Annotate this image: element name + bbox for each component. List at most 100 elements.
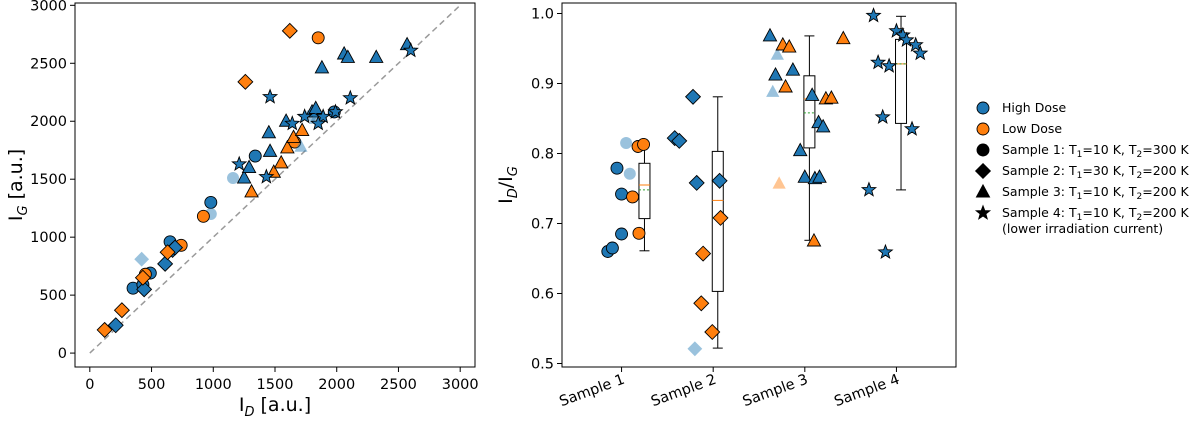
scatter-point-triangle-high [262, 143, 278, 157]
ratio-point-diamond-high [711, 172, 728, 189]
ratio-point-diamond-high [671, 132, 688, 149]
scatter-point-diamond-low [134, 269, 151, 286]
x-tick-label: 3000 [442, 377, 479, 393]
scatter-point-diamond-high [157, 255, 174, 272]
legend-marker-high-dose [976, 101, 990, 115]
scatter-point-star-high [284, 115, 301, 131]
scatter-point-triangle-high [314, 59, 330, 74]
ratio-y-tick-label: 0.8 [531, 147, 554, 163]
y-tick-label: 2500 [30, 56, 67, 72]
ratio-point-triangle-low [778, 78, 793, 93]
ratio-point-triangle-high [768, 66, 783, 81]
category-label-3: Sample 3 [741, 372, 811, 410]
legend-marker-sample-4 [974, 204, 992, 220]
scatter-point-star-high [402, 42, 419, 58]
ratio-point-triangle-high [797, 169, 813, 183]
ratio-point-circle-high [615, 227, 629, 241]
legend-sample-4-note: (lower irradiation current) [1002, 221, 1163, 236]
ratio-point-circle-high [605, 241, 619, 255]
scatter-point-star-high [296, 108, 313, 124]
scatter-point-diamond-high [136, 281, 153, 298]
scatter-x-axis-label: ID [a.u.] [239, 394, 311, 420]
ratio-point-diamond-high [684, 88, 702, 105]
y-tick-label: 1500 [30, 172, 67, 188]
ratio-point-circle-high [623, 167, 636, 180]
ratio-point-star-high [860, 181, 878, 197]
box-body [803, 75, 816, 149]
ratio-point-triangle-high [766, 84, 780, 97]
ratio-y-tick-label: 0.6 [531, 287, 554, 303]
scatter-point-circle-high [248, 149, 262, 163]
scatter-point-diamond-high [107, 317, 124, 334]
ratio-point-star-high [888, 22, 905, 38]
x-tick-label: 2000 [318, 377, 355, 393]
y-tick-label: 500 [39, 288, 67, 304]
ratio-point-star-high [877, 243, 894, 260]
box-body [638, 162, 651, 220]
ratio-point-diamond-low [693, 295, 710, 312]
legend: High Dose Low Dose Sample 1: T1=10 K, T2… [974, 100, 1190, 236]
legend-marker-sample-2 [974, 162, 992, 180]
x-tick-label: 2500 [380, 377, 417, 393]
scatter-point-diamond-low [159, 244, 176, 261]
ratio-y-tick-label: 0.7 [531, 217, 554, 233]
scatter-point-triangle-high [294, 139, 308, 152]
ratio-point-triangle-high [812, 169, 827, 183]
ratio-point-triangle-low [781, 38, 797, 53]
scatter-point-triangle-high [261, 124, 277, 139]
scatter-point-diamond-low [237, 73, 254, 90]
scatter-point-star-high [315, 108, 332, 124]
identity-line [89, 4, 461, 354]
scatter-point-diamond-low [96, 321, 113, 338]
scatter-point-circle-low [196, 209, 210, 223]
legend-marker-low-dose [976, 122, 990, 136]
ratio-point-star-high [898, 31, 915, 47]
y-tick-label: 2000 [30, 114, 67, 130]
ratio-y-tick-label: 1.0 [531, 7, 554, 23]
ratio-point-triangle-high [804, 87, 820, 101]
ratio-point-circle-low [637, 137, 650, 151]
scatter-point-triangle-high [236, 169, 252, 184]
y-tick-label: 1000 [30, 230, 67, 246]
ratio-panel: 0.5 0.6 0.7 0.8 0.9 1.0 Sample 1 Sample 2 Sample… [495, 2, 957, 410]
ratio-y-tick-label: 0.9 [531, 77, 554, 93]
ratio-point-circle-high [620, 137, 633, 149]
scatter-point-star-high [261, 88, 279, 104]
ratio-point-circle-high [615, 187, 629, 201]
x-tick-label: 1000 [195, 377, 232, 393]
scatter-point-triangle-high [340, 49, 356, 63]
legend-marker-sample-3 [975, 183, 991, 198]
scatter-point-triangle-high [241, 159, 257, 174]
scatter-point-triangle-low [279, 139, 295, 154]
scatter-point-star-high [327, 103, 344, 119]
scatter-point-diamond-high [166, 239, 184, 256]
x-tick-label: 0 [85, 377, 94, 393]
ratio-point-triangle-high [815, 118, 831, 133]
ratio-point-circle-low [632, 226, 646, 240]
ratio-point-star-high [912, 44, 929, 61]
scatter-point-star-high [231, 155, 248, 172]
legend-high-dose: High Dose [1002, 100, 1066, 115]
ratio-point-triangle-high [785, 62, 801, 76]
ratio-y-tick-label: 0.5 [531, 357, 554, 373]
ratio-point-diamond-high [688, 174, 705, 191]
scatter-point-triangle-high [368, 49, 384, 63]
ratio-point-diamond-low [695, 245, 712, 262]
scatter-point-triangle-high [308, 100, 324, 114]
ratio-y-axis-label: ID/IG [495, 166, 521, 204]
ratio-point-star-high [903, 120, 921, 136]
legend-low-dose: Low Dose [1002, 121, 1062, 136]
category-label-2: Sample 2 [649, 372, 719, 410]
ratio-point-triangle-low [806, 232, 822, 247]
scatter-point-triangle-low [286, 129, 301, 143]
scatter-point-diamond-low [113, 302, 130, 319]
x-tick-label: 500 [138, 377, 166, 393]
ratio-plot-frame [561, 2, 957, 368]
ratio-point-circle-low [626, 190, 640, 204]
ratio-point-star-high [881, 57, 898, 73]
legend-marker-sample-1 [976, 143, 990, 157]
scatter-y-axis-label: IG [a.u.] [5, 149, 31, 221]
ratio-point-star-high [874, 108, 891, 124]
ratio-point-triangle-low [772, 176, 786, 189]
